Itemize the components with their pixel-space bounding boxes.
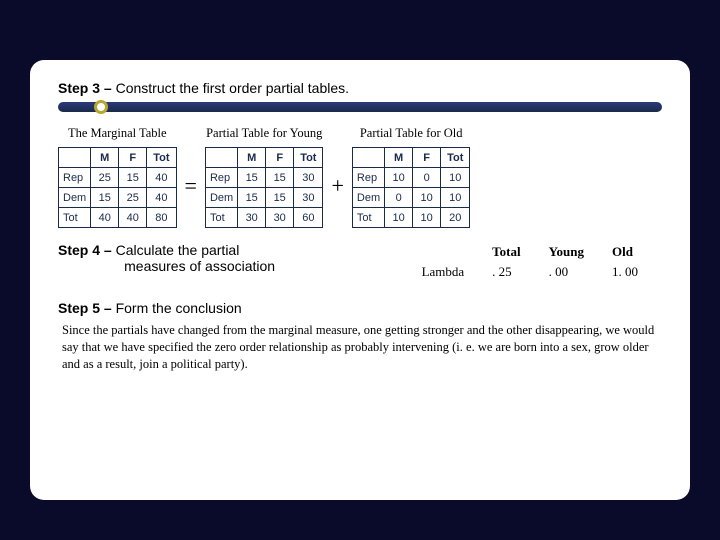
col-header: F xyxy=(413,148,441,168)
cell: 10 xyxy=(385,208,413,228)
young-caption: Partial Table for Young xyxy=(205,126,324,141)
cell: 15 xyxy=(238,168,266,188)
cell: 60 xyxy=(294,208,323,228)
cell: 30 xyxy=(294,188,323,208)
cell: 25 xyxy=(91,168,119,188)
cell: 40 xyxy=(119,208,147,228)
col-header: F xyxy=(266,148,294,168)
old-caption: Partial Table for Old xyxy=(352,126,471,141)
cell: 80 xyxy=(147,208,176,228)
cell: 30 xyxy=(266,208,294,228)
cell: 15 xyxy=(266,188,294,208)
table-row: Lambda . 25 . 00 1. 00 xyxy=(408,262,652,282)
accent-dot-icon xyxy=(94,100,108,114)
old-table-block: Partial Table for Old M F Tot Rep 10 0 1… xyxy=(352,126,471,228)
marginal-table: M F Tot Rep 25 15 40 Dem 15 25 40 To xyxy=(58,147,177,228)
cell: 0 xyxy=(385,188,413,208)
old-table: M F Tot Rep 10 0 10 Dem 0 10 10 Tot xyxy=(352,147,471,228)
table-row: Dem 15 15 30 xyxy=(205,188,323,208)
cell: 10 xyxy=(441,188,470,208)
summary-table: Total Young Old Lambda . 25 . 00 1. 00 xyxy=(408,242,652,282)
row-header: Tot xyxy=(59,208,91,228)
plus-operator: + xyxy=(329,173,345,199)
blank-cell xyxy=(59,148,91,168)
cell: 10 xyxy=(385,168,413,188)
marginal-table-block: The Marginal Table M F Tot Rep 25 15 40 … xyxy=(58,126,177,228)
conclusion-text: Since the partials have changed from the… xyxy=(58,322,662,373)
table-row: Rep 25 15 40 xyxy=(59,168,177,188)
step4-line: Step 4 – Calculate the partial measures … xyxy=(58,242,275,274)
step5-line: Step 5 – Form the conclusion xyxy=(58,300,662,316)
row-header: Rep xyxy=(59,168,91,188)
summary-cell: . 25 xyxy=(478,262,534,282)
row-header: Dem xyxy=(59,188,91,208)
cell: 40 xyxy=(147,188,176,208)
row-header: Dem xyxy=(352,188,384,208)
cell: 15 xyxy=(266,168,294,188)
blank-cell xyxy=(352,148,384,168)
cell: 0 xyxy=(413,168,441,188)
step3-line: Step 3 – Construct the first order parti… xyxy=(58,80,662,96)
equals-operator: = xyxy=(183,173,199,199)
summary-cell: 1. 00 xyxy=(598,262,652,282)
cell: 30 xyxy=(294,168,323,188)
young-table-block: Partial Table for Young M F Tot Rep 15 1… xyxy=(205,126,324,228)
summary-col: Total xyxy=(478,242,534,262)
summary-col: Old xyxy=(598,242,652,262)
cell: 15 xyxy=(91,188,119,208)
step4-wrap: Step 4 – Calculate the partial measures … xyxy=(58,242,662,292)
cell: 15 xyxy=(238,188,266,208)
table-row: Tot 10 10 20 xyxy=(352,208,470,228)
col-header: Tot xyxy=(294,148,323,168)
cell: 20 xyxy=(441,208,470,228)
col-header: M xyxy=(385,148,413,168)
col-header: M xyxy=(238,148,266,168)
step5-label: Step 5 – xyxy=(58,300,112,316)
summary-col: Young xyxy=(535,242,598,262)
row-header: Dem xyxy=(205,188,237,208)
cell: 15 xyxy=(119,168,147,188)
cell: 25 xyxy=(119,188,147,208)
step5-text: Form the conclusion xyxy=(116,300,242,316)
tables-row: The Marginal Table M F Tot Rep 25 15 40 … xyxy=(58,126,662,228)
table-row: M F Tot xyxy=(352,148,470,168)
cell: 10 xyxy=(413,208,441,228)
step3-label: Step 3 – xyxy=(58,80,112,96)
cell: 40 xyxy=(147,168,176,188)
col-header: F xyxy=(119,148,147,168)
young-table: M F Tot Rep 15 15 30 Dem 15 15 30 To xyxy=(205,147,324,228)
table-row: M F Tot xyxy=(205,148,323,168)
accent-bar xyxy=(58,102,662,112)
table-row: Tot 40 40 80 xyxy=(59,208,177,228)
table-row: Dem 15 25 40 xyxy=(59,188,177,208)
row-header: Rep xyxy=(352,168,384,188)
step4-text-l2: measures of association xyxy=(124,258,275,274)
marginal-caption: The Marginal Table xyxy=(58,126,177,141)
summary-cell: . 00 xyxy=(535,262,598,282)
col-header: Tot xyxy=(147,148,176,168)
blank-cell xyxy=(205,148,237,168)
step4-label: Step 4 – xyxy=(58,242,112,258)
step4-text-l1: Calculate the partial xyxy=(116,242,240,258)
table-row: M F Tot xyxy=(59,148,177,168)
col-header: M xyxy=(91,148,119,168)
cell: 30 xyxy=(238,208,266,228)
table-row: Rep 10 0 10 xyxy=(352,168,470,188)
col-header: Tot xyxy=(441,148,470,168)
slide: Step 3 – Construct the first order parti… xyxy=(30,60,690,500)
row-header: Tot xyxy=(205,208,237,228)
cell: 10 xyxy=(441,168,470,188)
summary-blank xyxy=(408,242,479,262)
table-row: Dem 0 10 10 xyxy=(352,188,470,208)
cell: 10 xyxy=(413,188,441,208)
table-row: Tot 30 30 60 xyxy=(205,208,323,228)
cell: 40 xyxy=(91,208,119,228)
summary-rowlabel: Lambda xyxy=(408,262,479,282)
row-header: Rep xyxy=(205,168,237,188)
step3-text: Construct the first order partial tables… xyxy=(116,80,349,96)
table-row: Rep 15 15 30 xyxy=(205,168,323,188)
row-header: Tot xyxy=(352,208,384,228)
table-row: Total Young Old xyxy=(408,242,652,262)
